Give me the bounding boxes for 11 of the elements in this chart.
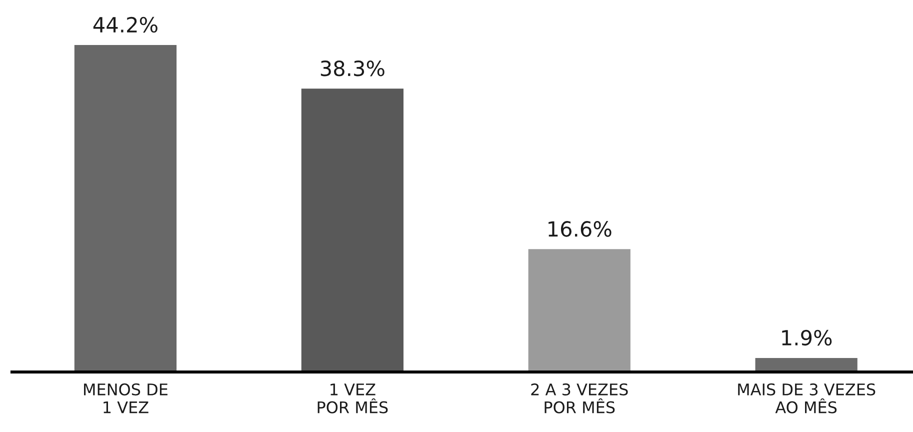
bar [301, 88, 404, 372]
bar [74, 44, 177, 372]
data-label: 44.2% [93, 16, 158, 33]
data-label: 1.9% [782, 330, 832, 346]
bar [528, 249, 630, 372]
data-label: 38.3% [320, 60, 384, 76]
x-tick-label: 1 VEZ POR MÊS [318, 384, 388, 414]
x-tick-label: MENOS DE 1 VEZ [84, 383, 168, 414]
x-tick-label: MAIS DE 3 VEZES AO MÊS [738, 383, 876, 414]
x-tick-label: 2 A 3 VEZES POR MÊS [531, 383, 628, 414]
data-label: 16.6% [548, 221, 612, 237]
